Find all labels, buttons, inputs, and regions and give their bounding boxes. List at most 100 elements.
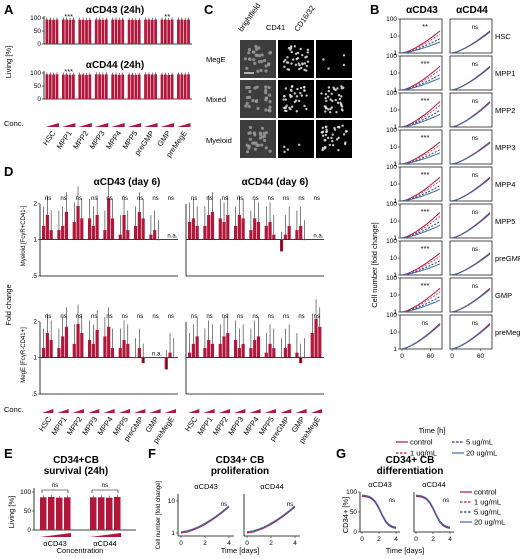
panel-c-cell <box>331 143 335 147</box>
panel-d-bar <box>256 336 261 358</box>
panel-d-bar <box>234 225 238 240</box>
panel-a-bar <box>55 19 59 44</box>
panel-g-label: G <box>336 446 346 461</box>
panel-b-significance: ns <box>472 99 478 105</box>
panel-d-bar <box>45 214 49 240</box>
panel-b-growth-curve <box>401 291 441 313</box>
panel-b-growth-curve <box>401 104 441 128</box>
panel-a-bar <box>98 19 101 44</box>
panel-c-cell <box>256 143 260 147</box>
panel-g-title-2: differentiation <box>377 466 444 477</box>
panel-d-ns-label: ns <box>222 314 228 320</box>
panel-d-bar <box>226 332 230 358</box>
panel-a-bar <box>187 19 190 44</box>
panel-c-cell <box>252 50 256 54</box>
panel-a-bar <box>104 74 108 99</box>
panel-b-growth-curve <box>451 252 491 276</box>
panel-c-cell <box>290 105 294 108</box>
panel-b-subplot-frame <box>449 129 493 165</box>
panel-c-cell <box>329 110 332 114</box>
panel-d-bar <box>42 348 46 358</box>
panel-d-ns-label: ns <box>106 314 112 320</box>
panel-a-bar <box>147 74 151 99</box>
panel-c-cell <box>254 44 258 49</box>
panel-d-bar <box>61 225 65 240</box>
panel-f-subtitle: αCD44 <box>260 482 284 491</box>
panel-b-growth-curve <box>451 176 491 202</box>
panel-d-bar <box>188 352 192 358</box>
panel-a-bar <box>127 19 131 44</box>
panel-c-cell <box>267 85 271 90</box>
panel-a-bar <box>72 19 75 44</box>
panel-c-cell <box>286 56 289 59</box>
panel-e-ytick-label: 100 <box>20 489 31 496</box>
panel-g-xtick-label: 0 <box>360 536 364 543</box>
panel-d-bar <box>295 352 299 358</box>
panel-d-ns-label: ns <box>222 196 228 202</box>
panel-f-proliferation-curve <box>246 505 296 533</box>
panel-b-growth-curve <box>451 66 491 91</box>
panel-c-cell <box>327 86 331 89</box>
panel-c-cell <box>268 109 272 113</box>
panel-b-growth-curve <box>401 224 441 239</box>
panel-g-xlabel: Time [days] <box>386 546 424 555</box>
panel-b-title-cd43: αCD43 <box>406 5 438 16</box>
panel-c-image-tile <box>240 80 276 118</box>
panel-d-bar <box>272 348 276 358</box>
panel-g-xtick-label: 2 <box>377 536 381 543</box>
panel-b-growth-curve <box>401 299 441 313</box>
panel-c-cell <box>339 103 343 107</box>
panel-d-ns-label: ns <box>283 314 289 320</box>
panel-a-ytick-label: 50 <box>34 83 42 90</box>
panel-a-bar <box>48 19 52 44</box>
panel-a-bar <box>85 74 88 99</box>
panel-b-ytick-label: 10 <box>390 33 398 40</box>
panel-c-image-tile <box>278 120 314 158</box>
panel-f-xtick-label: 0 <box>179 540 183 547</box>
panel-c-cell <box>264 96 269 100</box>
panel-b-row-label: MPP1 <box>495 69 515 78</box>
panel-d-ns-label: ns <box>268 196 274 202</box>
panel-g-significance: ns <box>389 498 395 504</box>
panel-a-bar <box>104 19 108 44</box>
panel-d-bar <box>141 218 145 240</box>
panel-c-cell <box>283 65 286 69</box>
panel-d-bar <box>302 239 307 241</box>
panel-b-subplot-frame <box>449 203 493 239</box>
panel-c-cell <box>248 89 252 94</box>
panel-d-ns-label: ns <box>45 196 51 202</box>
panel-b-growth-curve <box>401 324 441 350</box>
panel-c-cell <box>298 67 301 71</box>
panel-d-bar <box>310 332 314 358</box>
panel-c-cell <box>247 144 251 148</box>
panel-e-ytick-label: 0 <box>27 527 31 534</box>
panel-b-growth-curve <box>401 65 441 91</box>
panel-c-cell <box>285 109 288 113</box>
panel-d-bar <box>88 218 92 240</box>
panel-b-ytick-label: 100 <box>386 312 397 319</box>
panel-f-subtitle: αCD43 <box>194 482 218 491</box>
panel-b-ytick-label: 100 <box>386 127 397 134</box>
panel-b-growth-curve <box>451 324 491 350</box>
panel-c-cell <box>324 125 328 129</box>
panel-d-bar <box>80 332 84 358</box>
panel-b-ytick-label: 1 <box>393 235 397 242</box>
panel-c-cell <box>303 86 306 89</box>
panel-b-significance: ns <box>472 321 478 327</box>
panel-b-significance: ns <box>472 25 478 31</box>
panel-b-growth-curve <box>401 149 441 165</box>
panel-c-cell <box>342 54 346 57</box>
panel-d-bar <box>95 329 99 358</box>
panel-d-bar <box>172 357 176 359</box>
panel-d-bar <box>241 343 245 358</box>
panel-d-bar <box>80 218 84 240</box>
panel-d-bar <box>72 343 76 358</box>
panel-b-growth-curve <box>401 74 441 91</box>
panel-c-cell <box>264 88 268 92</box>
panel-b-significance: ns <box>472 173 478 179</box>
panel-c-cell <box>268 149 272 153</box>
panel-b-growth-curve <box>451 287 491 313</box>
panel-c-cell <box>303 89 306 92</box>
panel-b-growth-curve <box>451 212 491 239</box>
panel-d-bar <box>122 339 126 358</box>
